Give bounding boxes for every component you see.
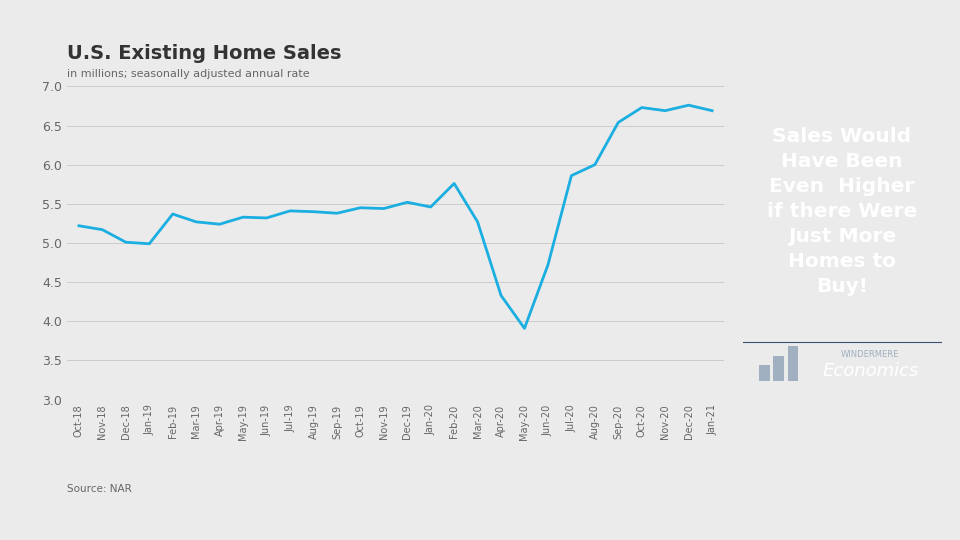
Text: Source: NAR: Source: NAR: [67, 483, 132, 494]
Text: U.S. Existing Home Sales: U.S. Existing Home Sales: [67, 44, 342, 63]
Bar: [787, 346, 798, 381]
Bar: [774, 356, 784, 381]
Bar: [759, 365, 770, 381]
Text: in millions; seasonally adjusted annual rate: in millions; seasonally adjusted annual …: [67, 69, 310, 79]
Text: WINDERMERE: WINDERMERE: [841, 350, 900, 359]
Text: Economics: Economics: [822, 362, 919, 380]
Text: Sales Would
Have Been
Even  Higher
if there Were
Just More
Homes to
Buy!: Sales Would Have Been Even Higher if the…: [767, 127, 917, 296]
